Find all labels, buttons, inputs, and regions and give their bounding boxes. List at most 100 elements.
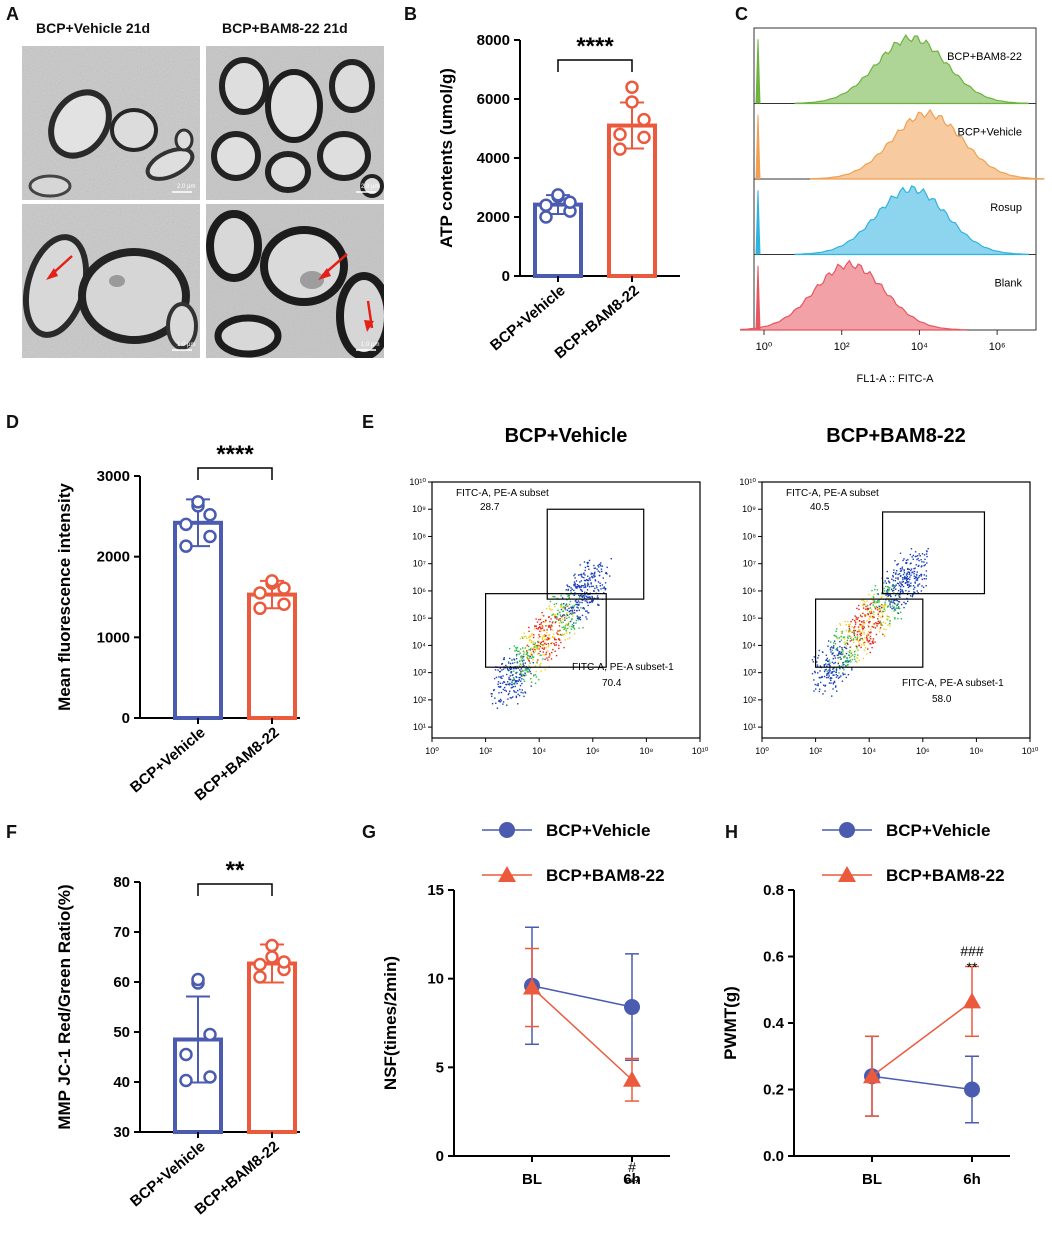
scatter-point bbox=[825, 668, 827, 671]
scatter-point bbox=[920, 559, 922, 561]
scatter-point bbox=[520, 670, 522, 673]
scatter-point bbox=[591, 601, 594, 603]
scatter-point bbox=[850, 661, 852, 663]
scatter-point bbox=[536, 644, 539, 647]
scatter-point bbox=[822, 684, 825, 686]
scatter-point bbox=[849, 630, 851, 633]
scatter-point bbox=[556, 618, 558, 620]
scatter-point bbox=[519, 672, 522, 674]
scatter-point bbox=[536, 653, 539, 655]
scatter-point bbox=[841, 632, 843, 634]
scatter-point bbox=[848, 631, 850, 633]
scatter-point bbox=[529, 662, 531, 664]
scatter-point bbox=[908, 568, 910, 571]
scatter-point bbox=[879, 621, 882, 624]
scatter-point bbox=[841, 653, 844, 655]
scatter-point bbox=[819, 677, 821, 679]
scatter-point bbox=[860, 643, 863, 646]
scatter-point bbox=[910, 585, 912, 587]
scatter-point bbox=[490, 693, 492, 695]
scatter-point bbox=[543, 634, 546, 636]
legend-marker-circle bbox=[839, 822, 855, 838]
gate-upper-label: FITC-A, PE-A subset bbox=[456, 488, 549, 499]
scatter-point bbox=[842, 649, 844, 651]
scatter-point bbox=[854, 615, 856, 617]
scatter-point bbox=[587, 582, 589, 584]
scatter-point bbox=[526, 652, 529, 654]
scatter-point bbox=[826, 660, 829, 662]
scatter-point bbox=[519, 652, 521, 654]
scatter-point bbox=[869, 610, 872, 613]
significance-bracket bbox=[557, 59, 633, 72]
scatter-point bbox=[833, 645, 835, 647]
scatter-point bbox=[883, 635, 886, 637]
panel-label-c: C bbox=[735, 4, 748, 24]
scatter-point bbox=[908, 578, 911, 581]
scatter-point bbox=[512, 696, 514, 698]
scatter-point bbox=[593, 597, 595, 600]
data-point bbox=[253, 601, 267, 616]
scatter-point bbox=[538, 618, 540, 621]
scatter-point bbox=[579, 581, 581, 583]
scatter-point bbox=[870, 602, 872, 605]
scatter-point bbox=[497, 681, 500, 683]
scatter-point bbox=[512, 677, 515, 679]
scatter-point bbox=[530, 657, 533, 659]
scatter-point bbox=[883, 628, 885, 630]
scatter-point bbox=[542, 635, 544, 637]
scatter-point bbox=[813, 656, 815, 658]
scatter-point bbox=[570, 606, 572, 608]
scatter-point bbox=[569, 600, 572, 603]
scatter-point bbox=[859, 623, 861, 626]
scatter-point bbox=[517, 693, 519, 696]
scatter-point bbox=[896, 564, 898, 566]
legend-label: BCP+BAM8-22 bbox=[886, 866, 1005, 885]
scatter-point bbox=[509, 682, 511, 685]
scatter-point bbox=[868, 637, 870, 639]
scatter-point bbox=[926, 562, 928, 564]
scatter-point bbox=[894, 618, 896, 620]
scatter-point bbox=[831, 661, 834, 664]
scatter-point bbox=[854, 650, 857, 652]
scatter-point bbox=[563, 646, 565, 649]
scatter-point bbox=[843, 664, 845, 666]
scatter-point bbox=[538, 623, 541, 626]
scatter-point bbox=[910, 569, 912, 572]
scatter-point bbox=[548, 665, 551, 668]
scatter-point bbox=[863, 620, 865, 622]
scatter-point bbox=[582, 607, 584, 609]
scatter-point bbox=[499, 670, 502, 673]
scatter-point bbox=[873, 613, 875, 616]
scatter-point bbox=[895, 573, 897, 575]
scatter-point bbox=[572, 625, 575, 627]
data-point-triangle bbox=[963, 992, 981, 1009]
scatter-point bbox=[509, 678, 512, 681]
scatter-point bbox=[914, 591, 916, 594]
scatter-point bbox=[858, 642, 861, 645]
scatter-point bbox=[905, 589, 907, 592]
scatter-point bbox=[517, 703, 519, 705]
scatter-point bbox=[515, 648, 518, 650]
scatter-point bbox=[515, 691, 517, 694]
scatter-point bbox=[590, 600, 593, 603]
scatter-point bbox=[527, 667, 530, 670]
scatter-point bbox=[553, 595, 555, 598]
scatter-point bbox=[859, 638, 862, 640]
scatter-point bbox=[574, 592, 576, 594]
scatter-point bbox=[502, 703, 504, 705]
scatter-point bbox=[593, 572, 596, 575]
significance-bracket bbox=[197, 883, 273, 896]
scatter-point bbox=[836, 654, 839, 656]
scatter-point bbox=[522, 674, 525, 676]
data-point bbox=[179, 1047, 193, 1062]
scatter-point bbox=[880, 606, 883, 609]
scatter-point bbox=[577, 604, 579, 606]
scatter-point bbox=[558, 618, 560, 620]
panel-label-h: H bbox=[725, 822, 738, 842]
scatter-point bbox=[548, 605, 551, 607]
scatter-point bbox=[530, 648, 532, 650]
scatter-point bbox=[566, 612, 568, 614]
scatter-point bbox=[540, 628, 542, 630]
scatter-point bbox=[577, 607, 579, 609]
scatter-point bbox=[841, 664, 844, 666]
